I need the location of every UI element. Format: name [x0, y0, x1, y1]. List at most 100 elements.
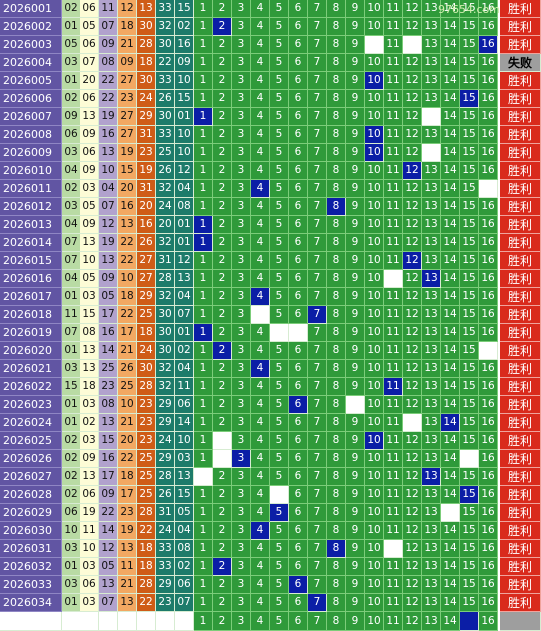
position-cell: 7: [308, 342, 327, 360]
position-cell: 8: [327, 486, 346, 504]
position-cell: 13: [422, 324, 441, 342]
position-cell: 11: [384, 486, 403, 504]
footer-position-cell: 11: [384, 612, 403, 631]
red-ball-4: 27: [118, 126, 137, 144]
position-cell: 12: [403, 234, 422, 252]
result-badge: 胜利: [500, 90, 541, 108]
position-cell: 12: [403, 342, 422, 360]
position-hit-cell: 13: [422, 270, 441, 288]
position-cell: 2: [213, 414, 232, 432]
issue-number: 2026014: [0, 234, 62, 252]
position-blank-cell: [403, 414, 422, 432]
position-cell: 6: [289, 216, 308, 234]
result-badge: 胜利: [500, 576, 541, 594]
position-cell: 14: [441, 360, 460, 378]
position-cell: 1: [194, 180, 213, 198]
position-cell: 2: [213, 108, 232, 126]
position-cell: 4: [251, 594, 270, 612]
position-cell: 7: [308, 288, 327, 306]
position-cell: 1: [194, 576, 213, 594]
position-cell: 7: [308, 36, 327, 54]
footer-position-cell: 12: [403, 612, 422, 631]
position-cell: 8: [327, 396, 346, 414]
red-ball-4: 18: [118, 468, 137, 486]
issue-number: 2026033: [0, 576, 62, 594]
red-ball-2: 06: [80, 90, 99, 108]
red-ball-6: 33: [156, 0, 175, 18]
position-cell: 12: [403, 558, 422, 576]
red-ball-6: 30: [156, 36, 175, 54]
position-cell: 14: [441, 198, 460, 216]
position-cell: 9: [346, 216, 365, 234]
position-cell: 4: [251, 324, 270, 342]
result-badge: 胜利: [500, 198, 541, 216]
red-ball-2: 06: [80, 144, 99, 162]
red-ball-6: 30: [156, 342, 175, 360]
red-ball-5: 22: [137, 594, 156, 612]
position-cell: 4: [251, 144, 270, 162]
position-cell: 5: [270, 126, 289, 144]
issue-number: 2026017: [0, 288, 62, 306]
position-cell: 8: [327, 90, 346, 108]
position-cell: 2: [213, 54, 232, 72]
position-cell: 11: [384, 396, 403, 414]
red-ball-6: 32: [156, 18, 175, 36]
position-cell: 15: [460, 270, 479, 288]
position-cell: 16: [479, 414, 498, 432]
position-cell: 1: [194, 36, 213, 54]
position-cell: 8: [327, 72, 346, 90]
red-ball-5: 31: [137, 126, 156, 144]
position-cell: 10: [365, 90, 384, 108]
position-cell: 11: [384, 54, 403, 72]
blue-ball: 10: [175, 144, 194, 162]
position-cell: 12: [403, 432, 422, 450]
position-cell: 15: [460, 162, 479, 180]
blue-ball: 06: [175, 576, 194, 594]
position-cell: 13: [422, 54, 441, 72]
position-cell: 11: [384, 432, 403, 450]
position-cell: 6: [289, 180, 308, 198]
position-cell: 12: [403, 468, 422, 486]
position-cell: 1: [194, 198, 213, 216]
red-ball-5: 26: [137, 234, 156, 252]
position-cell: 8: [327, 288, 346, 306]
red-ball-4: 20: [118, 432, 137, 450]
position-cell: 9: [346, 144, 365, 162]
position-cell: 6: [289, 36, 308, 54]
position-cell: 1: [194, 378, 213, 396]
red-ball-1: 03: [62, 198, 81, 216]
position-cell: 14: [441, 90, 460, 108]
red-ball-2: 09: [80, 126, 99, 144]
issue-number: 2026001: [0, 0, 62, 18]
red-ball-3: 16: [99, 450, 118, 468]
blue-ball: 16: [175, 36, 194, 54]
red-ball-4: 15: [118, 162, 137, 180]
position-cell: 16: [479, 234, 498, 252]
position-cell: 14: [441, 36, 460, 54]
position-cell: 5: [270, 522, 289, 540]
result-badge: 胜利: [500, 306, 541, 324]
position-cell: 9: [346, 576, 365, 594]
red-ball-4: 27: [118, 108, 137, 126]
issue-number: 2026015: [0, 252, 62, 270]
position-cell: 13: [422, 216, 441, 234]
position-cell: 6: [289, 468, 308, 486]
red-ball-3: 16: [99, 324, 118, 342]
position-blank-cell: [460, 450, 479, 468]
position-cell: 10: [365, 486, 384, 504]
position-cell: 5: [270, 162, 289, 180]
red-ball-4: 18: [118, 18, 137, 36]
position-cell: 3: [232, 432, 251, 450]
position-cell: 9: [346, 504, 365, 522]
position-cell: 3: [232, 54, 251, 72]
red-ball-4: 13: [118, 540, 137, 558]
position-cell: 4: [251, 18, 270, 36]
red-ball-1: 07: [62, 252, 81, 270]
position-cell: 4: [251, 576, 270, 594]
position-cell: 9: [346, 198, 365, 216]
position-cell: 4: [251, 414, 270, 432]
red-ball-4: 16: [118, 198, 137, 216]
position-cell: 2: [213, 252, 232, 270]
position-cell: 6: [289, 252, 308, 270]
